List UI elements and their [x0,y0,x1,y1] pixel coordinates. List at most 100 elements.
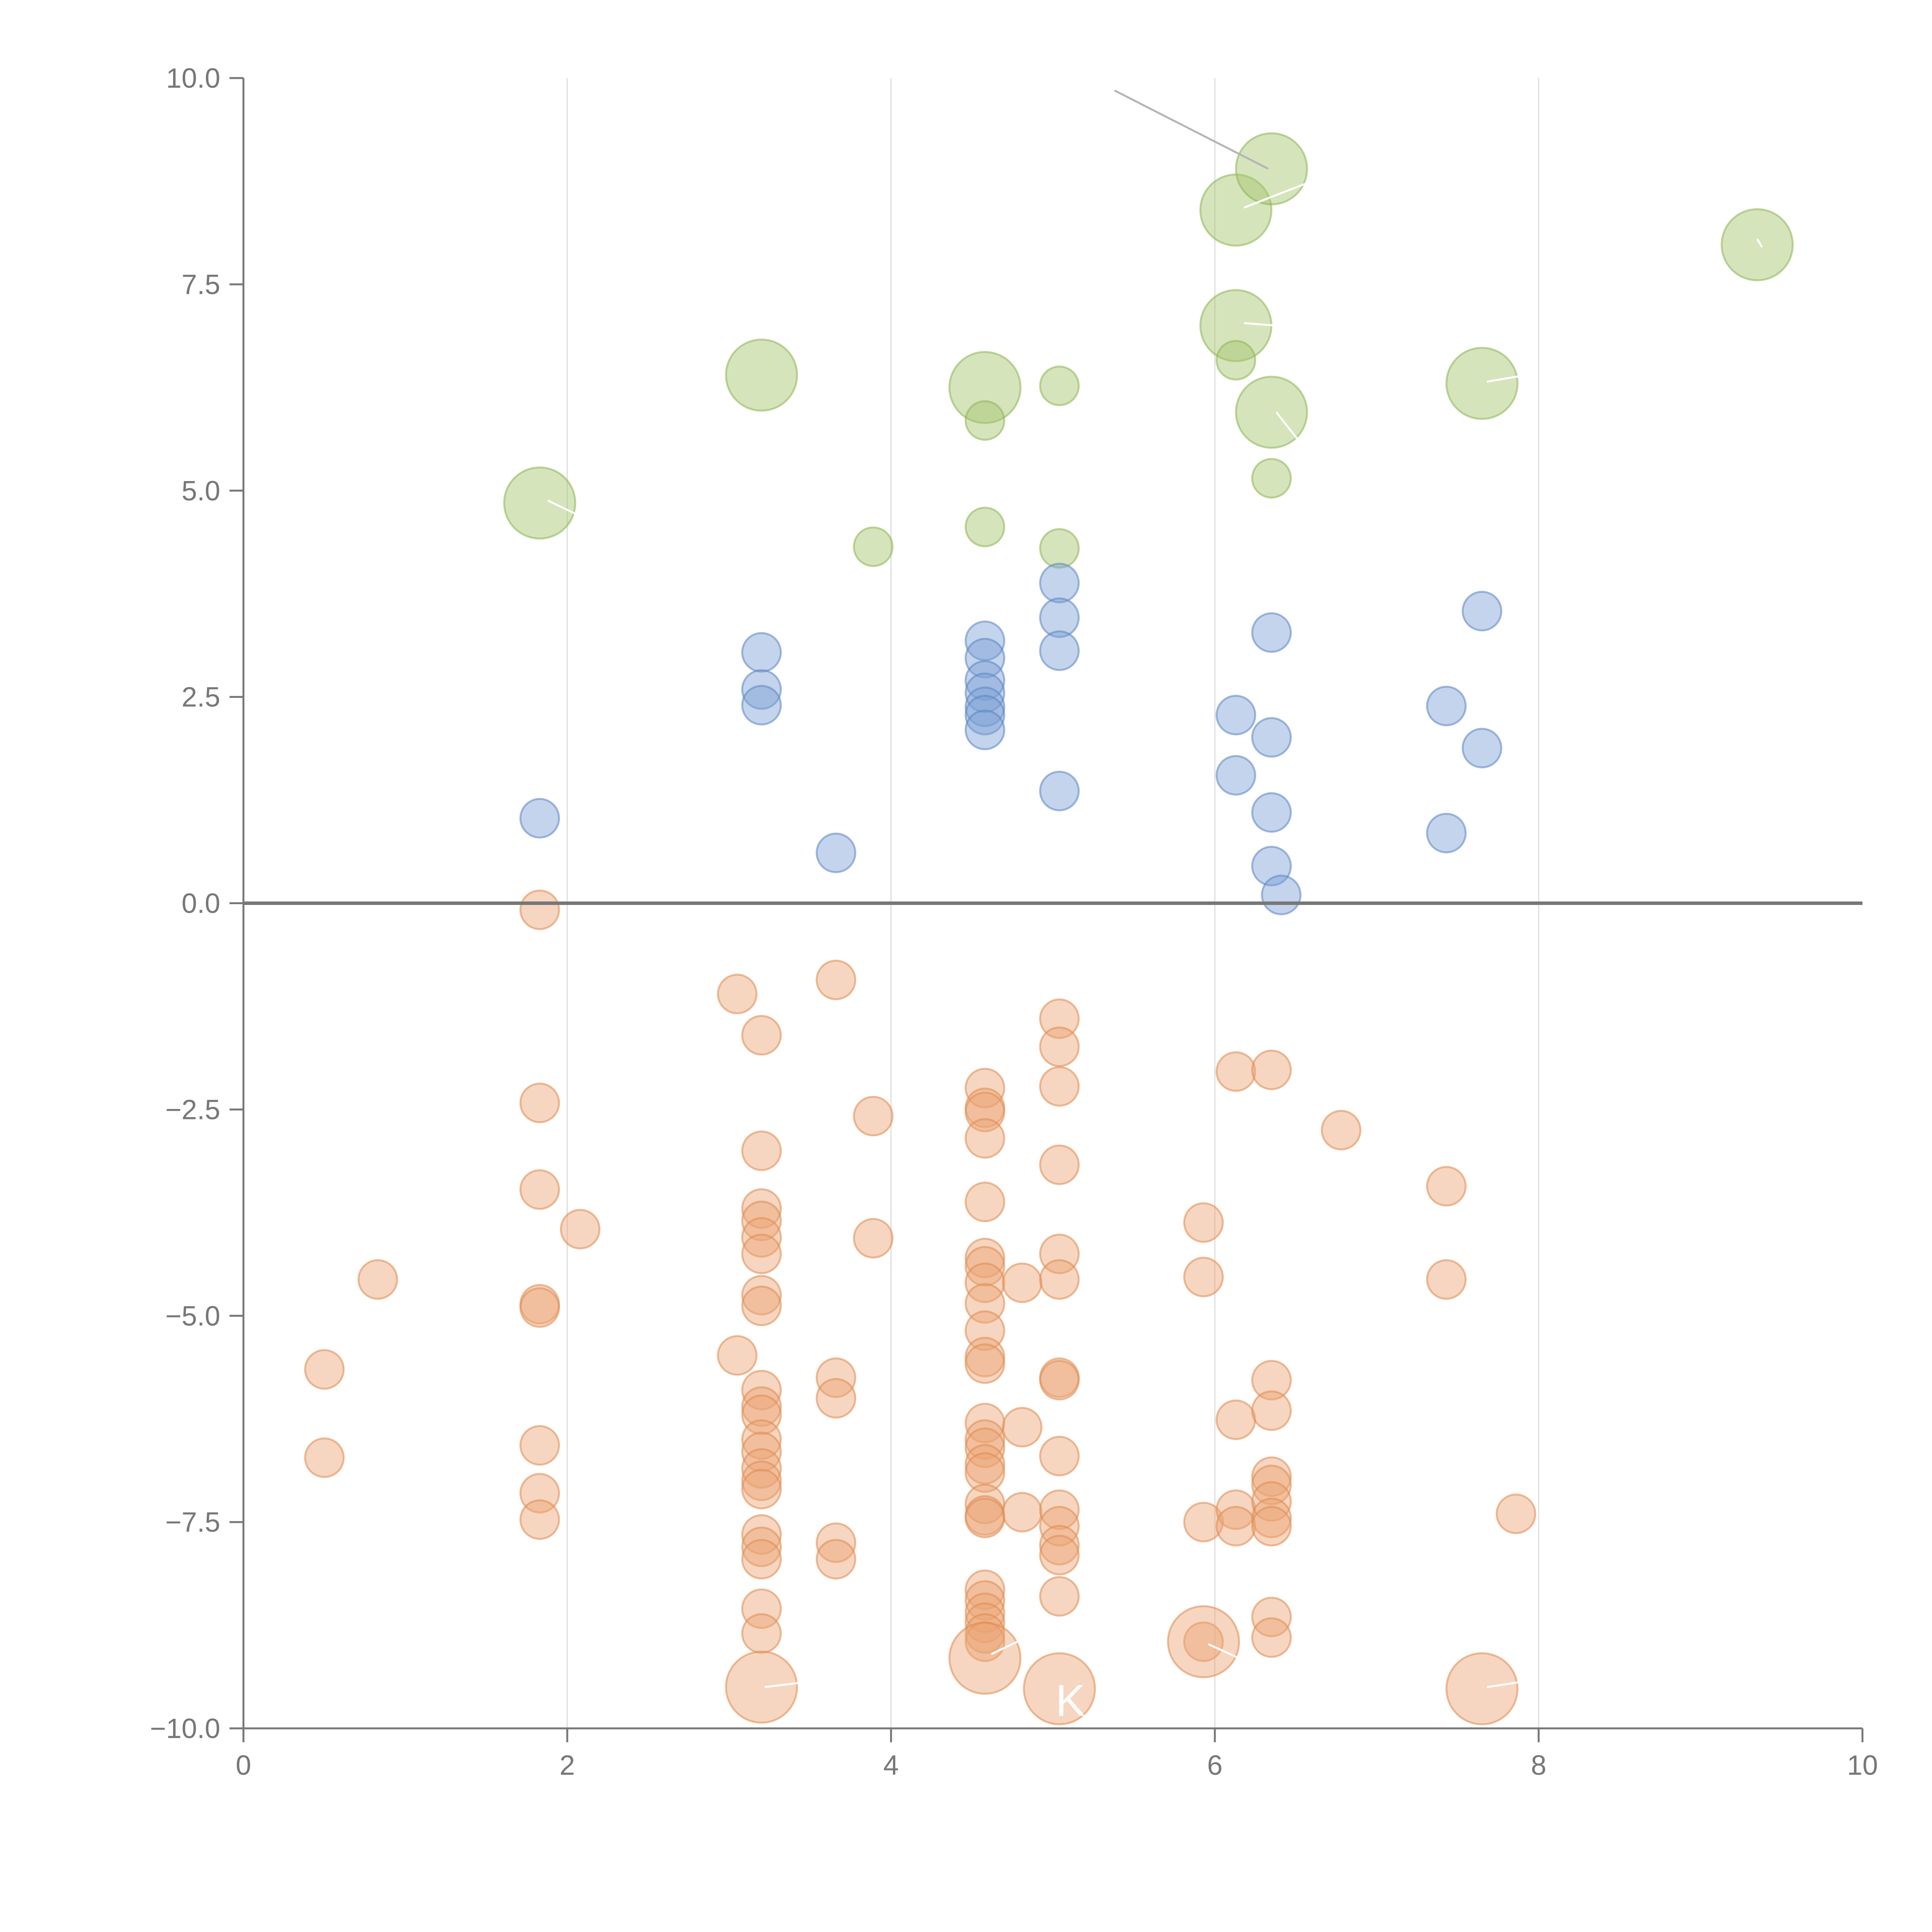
negative-point [964,1246,1005,1287]
positive-large-point [1721,208,1794,281]
mid-range-point [519,798,560,839]
negative-point [1426,1259,1467,1300]
negative-point [741,1432,782,1473]
negative-point [741,1613,782,1654]
negative-point [717,1335,758,1376]
negative-point [1039,1489,1080,1530]
negative-point [1215,1489,1256,1530]
negative-point [816,1378,857,1419]
negative-point [1215,1399,1256,1440]
positive-large-point [1039,528,1080,569]
negative-point [964,1444,1005,1485]
negative-point [357,1259,398,1300]
mid-range-point [1251,612,1292,653]
x-tick-label: 0 [236,1750,251,1781]
negative-point [1039,1360,1080,1401]
negative-point [1251,1481,1292,1522]
negative-point [741,1395,782,1435]
mid-range-point [964,620,1005,661]
negative-large-point [948,1621,1022,1695]
axis-layer: −10.0 −7.5 −5.0 −2.5 0.0 2.5 5.0 7.5 10.0 0 2 4 6 8 10 [150,63,1878,1781]
negative-point [1002,1262,1043,1303]
y-tick-label: −5.0 [165,1301,220,1332]
negative-large-point [1023,1652,1096,1725]
positive-large-point [1251,458,1292,499]
negative-point [1039,1435,1080,1476]
negative-point [1251,1497,1292,1538]
negative-point [816,959,857,1000]
leader-line [1243,180,1313,209]
mid-range-point [1251,792,1292,833]
negative-point [964,1427,1005,1468]
x-tick-label: 4 [883,1750,899,1781]
mid-range-point [741,685,782,726]
negative-point [741,1448,782,1489]
negative-point [853,1218,894,1259]
negative-point [1251,1456,1292,1497]
negative-point [741,1233,782,1274]
negative-point [1215,1506,1256,1547]
dot-layer [304,132,1794,1725]
y-tick-label: 2.5 [182,682,220,713]
negative-point [741,1526,782,1567]
mid-range-point [964,695,1005,736]
negative-point [1039,1026,1080,1067]
negative-point [741,1369,782,1410]
point-annotation-label: K [1056,1676,1085,1725]
negative-large-point [1445,1652,1519,1725]
negative-point [1039,1525,1080,1566]
negative-point [304,1349,345,1390]
mid-range-point [1215,755,1256,796]
negative-point [1251,1617,1292,1658]
mid-range-point [1461,728,1502,769]
negative-point [964,1592,1005,1633]
positive-large-point [1235,132,1308,206]
negative-point [816,1539,857,1580]
negative-point [741,1386,782,1427]
label-layer: K [1056,1676,1085,1725]
mid-range-point [741,632,782,673]
mid-range-point [1039,563,1080,604]
mid-range-point [1039,630,1080,671]
negative-point [741,1419,782,1460]
x-tick-label: 6 [1207,1750,1223,1781]
negative-point [1039,1535,1080,1576]
negative-point [741,1588,782,1629]
positive-large-point [853,526,894,567]
negative-point [964,1118,1005,1159]
leader-line [1276,412,1300,442]
y-tick-label: −10.0 [150,1713,220,1744]
mid-range-point [1426,813,1467,854]
negative-point [964,1580,1005,1621]
leader-line [991,1641,1018,1655]
negative-point [519,1082,560,1123]
mid-range-point [816,832,857,873]
negative-point [1183,1621,1224,1662]
x-tick-label: 2 [560,1750,575,1781]
negative-point [816,1522,857,1563]
y-tick-label: 0.0 [182,888,220,919]
negative-point [1039,1144,1080,1185]
negative-point [1183,1202,1224,1243]
negative-point [741,1286,782,1327]
leader-line [764,1679,818,1688]
x-tick-label: 10 [1847,1750,1878,1781]
leader-line [1114,89,1269,170]
negative-point [1183,1502,1224,1543]
negative-point [741,1217,782,1258]
mid-range-point [964,672,1005,713]
negative-point [1251,1360,1292,1401]
negative-point [741,1130,782,1171]
negative-point [1039,1259,1080,1300]
negative-point [717,973,758,1014]
negative-point [1215,1051,1256,1092]
mid-range-point [1261,874,1302,915]
leader-line [1486,372,1536,383]
y-tick-label: −2.5 [165,1094,220,1125]
negative-point [519,889,560,930]
negative-point [1251,1506,1292,1547]
mid-range-point [1461,591,1502,632]
y-tick-label: 10.0 [166,63,220,94]
